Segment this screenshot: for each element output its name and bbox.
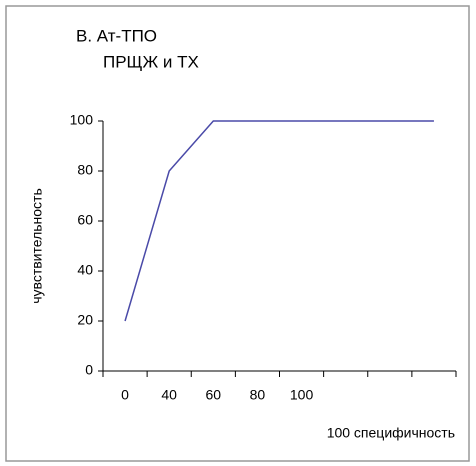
chart-title: B. Ат-ТПО <box>76 26 157 45</box>
y-axis-label: чувствительность <box>29 188 45 304</box>
y-tick-label: 60 <box>77 212 93 228</box>
x-tick-label: 0 <box>121 387 129 403</box>
y-tick-label: 40 <box>77 262 93 278</box>
y-tick-label: 100 <box>70 112 94 128</box>
series-line <box>124 120 434 322</box>
x-tick-label: 80 <box>250 387 266 403</box>
y-tick-label: 0 <box>85 362 93 378</box>
chart-subtitle: ПРЩЖ и ТХ <box>103 52 199 71</box>
y-tick-label: 20 <box>77 312 93 328</box>
x-tick-label: 60 <box>206 387 222 403</box>
frame <box>5 5 470 462</box>
x-tick-label: 40 <box>161 387 177 403</box>
x-axis-label: 100 специфичность <box>327 425 455 441</box>
x-tick-label: 100 <box>290 387 314 403</box>
y-tick-label: 80 <box>77 162 93 178</box>
